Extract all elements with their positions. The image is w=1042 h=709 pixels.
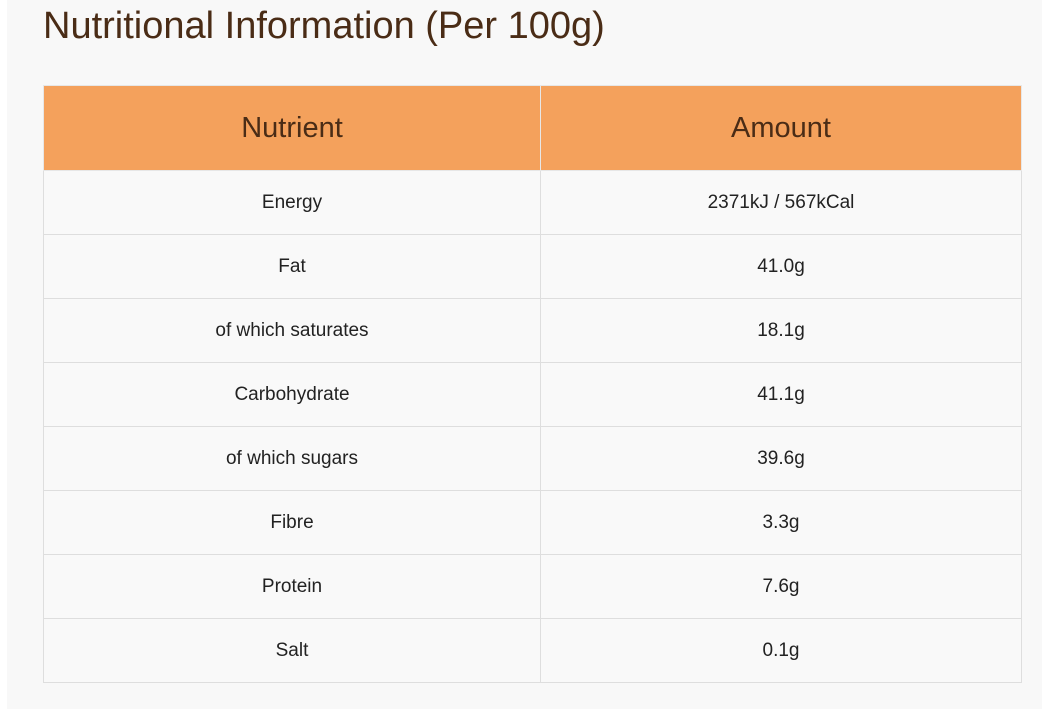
table-row: Fat 41.0g (43, 234, 1022, 299)
nutrient-cell: Fat (43, 234, 541, 299)
nutrient-cell: of which saturates (43, 298, 541, 363)
table-header-row: Nutrient Amount (43, 85, 1022, 171)
table-row: Salt 0.1g (43, 618, 1022, 683)
table-row: of which saturates 18.1g (43, 298, 1022, 363)
column-header-nutrient: Nutrient (43, 85, 541, 171)
nutrition-table: Nutrient Amount Energy 2371kJ / 567kCal … (43, 85, 1022, 683)
amount-cell: 41.0g (540, 234, 1022, 299)
table-row: Protein 7.6g (43, 554, 1022, 619)
nutrient-cell: Carbohydrate (43, 362, 541, 427)
amount-cell: 2371kJ / 567kCal (540, 170, 1022, 235)
amount-cell: 0.1g (540, 618, 1022, 683)
nutrient-cell: Fibre (43, 490, 541, 555)
table-row: of which sugars 39.6g (43, 426, 1022, 491)
nutrient-cell: Energy (43, 170, 541, 235)
nutrient-cell: Salt (43, 618, 541, 683)
amount-cell: 18.1g (540, 298, 1022, 363)
amount-cell: 3.3g (540, 490, 1022, 555)
table-row: Fibre 3.3g (43, 490, 1022, 555)
amount-cell: 39.6g (540, 426, 1022, 491)
amount-cell: 41.1g (540, 362, 1022, 427)
amount-cell: 7.6g (540, 554, 1022, 619)
table-row: Carbohydrate 41.1g (43, 362, 1022, 427)
table-row: Energy 2371kJ / 567kCal (43, 170, 1022, 235)
page-title: Nutritional Information (Per 100g) (43, 5, 605, 47)
nutrient-cell: of which sugars (43, 426, 541, 491)
column-header-amount: Amount (540, 85, 1022, 171)
nutrient-cell: Protein (43, 554, 541, 619)
